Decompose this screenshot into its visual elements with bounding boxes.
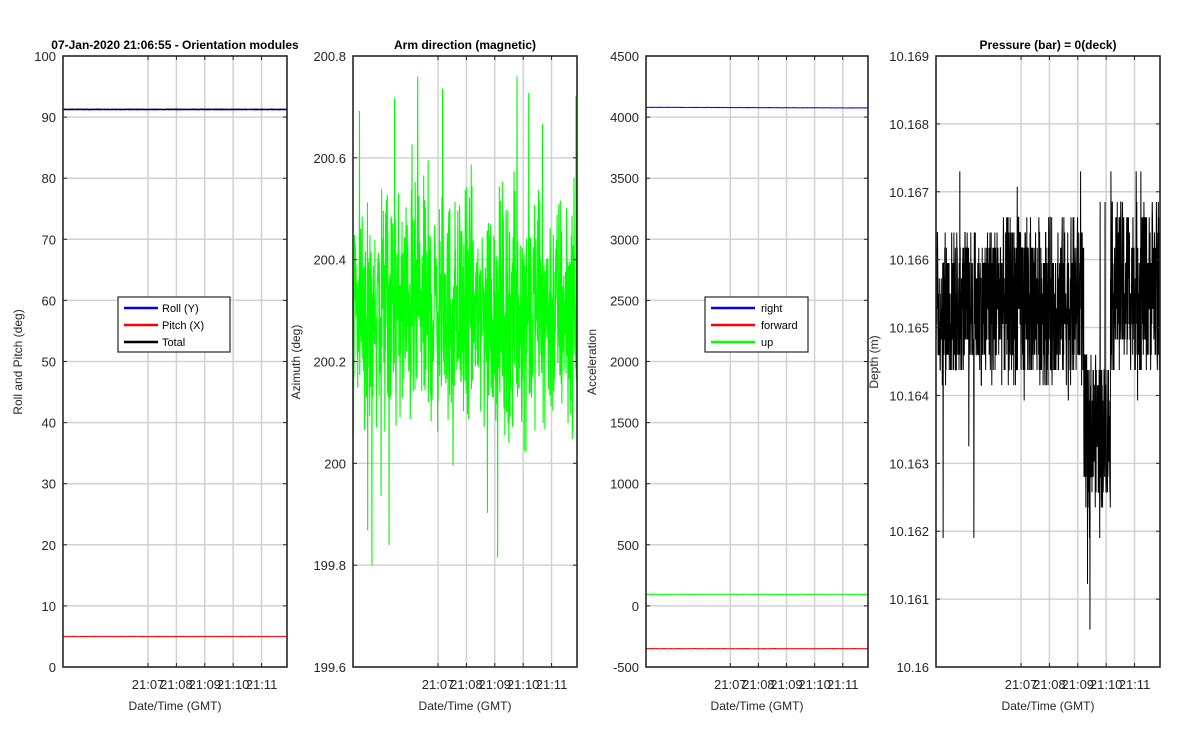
y-tick-label: 4000 [610,110,639,125]
legend-label-up: up [761,337,773,349]
grid [63,56,287,667]
y-tick-label: 10.168 [889,117,929,132]
series-line [352,76,578,566]
y-tick-label: 50 [42,355,56,370]
x-axis-label: Date/Time (GMT) [1002,699,1095,713]
chart-title: Pressure (bar) = 0(deck) [979,38,1116,52]
chart-title: Arm direction (magnetic) [394,38,536,52]
panel-orientation: 010203040506070809010021:0721:0821:0921:… [11,38,299,713]
ticks: 10.16 10.161 10.162 10.163 10.164 10.165 10.16… [889,49,1160,692]
panel-acceleration: -500 0 500 1000 1500 2000 2500 3000 3500 4000 4500… [585,49,869,713]
legend-label-roll: Roll (Y) [162,303,199,315]
y-tick-label: 3000 [610,232,639,247]
x-tick-label: 21:09 [770,677,803,692]
y-tick-label: 60 [42,293,56,308]
x-tick-label: 21:07 [132,677,165,692]
series-line-right [645,106,869,109]
y-tick-label: 30 [42,477,56,492]
y-tick-label: 200.8 [313,49,346,64]
y-tick-label: 200.4 [313,253,346,268]
y-tick-label: 40 [42,416,56,431]
y-tick-label: 10.162 [889,524,929,539]
series-line [935,171,1161,630]
y-tick-label: 0 [632,599,639,614]
x-tick-label: 21:10 [507,677,540,692]
panel-pressure: 10.16 10.161 10.162 10.163 10.164 10.165 10.16… [867,38,1161,713]
y-tick-label: 10.169 [889,49,929,64]
grid [646,56,868,667]
y-tick-label: 1000 [610,477,639,492]
x-tick-label: 21:08 [1033,677,1066,692]
x-tick-label: 21:09 [189,677,222,692]
x-tick-label: 21:10 [217,677,250,692]
x-tick-label: 21:09 [1062,677,1095,692]
series-lines [645,106,869,650]
y-tick-label: 4500 [610,49,639,64]
x-axis-label: Date/Time (GMT) [711,699,804,713]
y-tick-label: 10.166 [889,253,929,268]
y-tick-label: 200.2 [313,355,346,370]
y-tick-label: 70 [42,232,56,247]
y-tick-label: 200 [324,456,346,471]
y-tick-label: 3500 [610,171,639,186]
ticks: 199.6199.8200200.2200.4200.6200.821:0721… [313,49,577,692]
y-tick-label: -500 [613,660,639,675]
series-lines [62,108,288,638]
x-axis-label: Date/Time (GMT) [419,699,512,713]
y-axis-label: Acceleration [585,329,599,395]
x-tick-label: 21:10 [1090,677,1123,692]
y-tick-label: 10 [42,599,56,614]
series-lines [935,171,1161,630]
y-tick-label: 500 [617,538,639,553]
y-tick-label: 10.161 [889,592,929,607]
y-tick-label: 90 [42,110,56,125]
legend: right forward up [704,296,809,353]
y-axis-label: Depth (m) [867,335,881,388]
ticks: -500 0 500 1000 1500 2000 2500 3000 3500 4000 4500… [610,49,868,692]
y-tick-label: 10.167 [889,185,929,200]
x-tick-label: 21:11 [1119,677,1151,692]
legend-label-forward: forward [761,320,798,332]
x-tick-label: 21:09 [479,677,512,692]
y-tick-label: 80 [42,171,56,186]
legend-label-total: Total [162,337,185,349]
y-tick-label: 10.164 [889,388,929,403]
y-tick-label: 20 [42,538,56,553]
x-tick-label: 21:08 [160,677,193,692]
y-axis-label: Azimuth (deg) [289,325,303,400]
series-lines [352,76,578,566]
x-tick-label: 21:11 [827,677,859,692]
y-tick-label: 10.163 [889,456,929,471]
y-tick-label: 199.6 [313,660,346,675]
x-tick-label: 21:08 [742,677,775,692]
chart-title: 07-Jan-2020 21:06:55 - Orientation modul… [51,38,299,52]
y-tick-label: 199.8 [313,558,346,573]
y-tick-label: 10.16 [896,660,929,675]
x-tick-label: 21:11 [246,677,278,692]
legend-label-right: right [761,303,782,315]
y-tick-label: 10.165 [889,321,929,336]
x-tick-label: 21:07 [1005,677,1038,692]
ticks: 010203040506070809010021:0721:0821:0921:… [34,49,287,692]
legend-label-pitch: Pitch (X) [162,320,204,332]
x-tick-label: 21:07 [422,677,455,692]
y-tick-label: 2000 [610,355,639,370]
x-tick-label: 21:08 [450,677,483,692]
x-tick-label: 21:07 [714,677,747,692]
x-tick-label: 21:11 [536,677,568,692]
y-tick-label: 0 [49,660,56,675]
panel-arm-direction: 199.6199.8200200.2200.4200.6200.821:0721… [289,38,578,713]
y-tick-label: 2500 [610,293,639,308]
x-axis-label: Date/Time (GMT) [129,699,222,713]
y-axis-label: Roll and Pitch (deg) [11,309,25,414]
legend: Roll (Y) Pitch (X) Total [117,296,231,353]
y-tick-label: 200.6 [313,151,346,166]
y-tick-label: 100 [34,49,56,64]
x-tick-label: 21:10 [798,677,831,692]
y-tick-label: 1500 [610,416,639,431]
plot-frame [935,55,1161,668]
